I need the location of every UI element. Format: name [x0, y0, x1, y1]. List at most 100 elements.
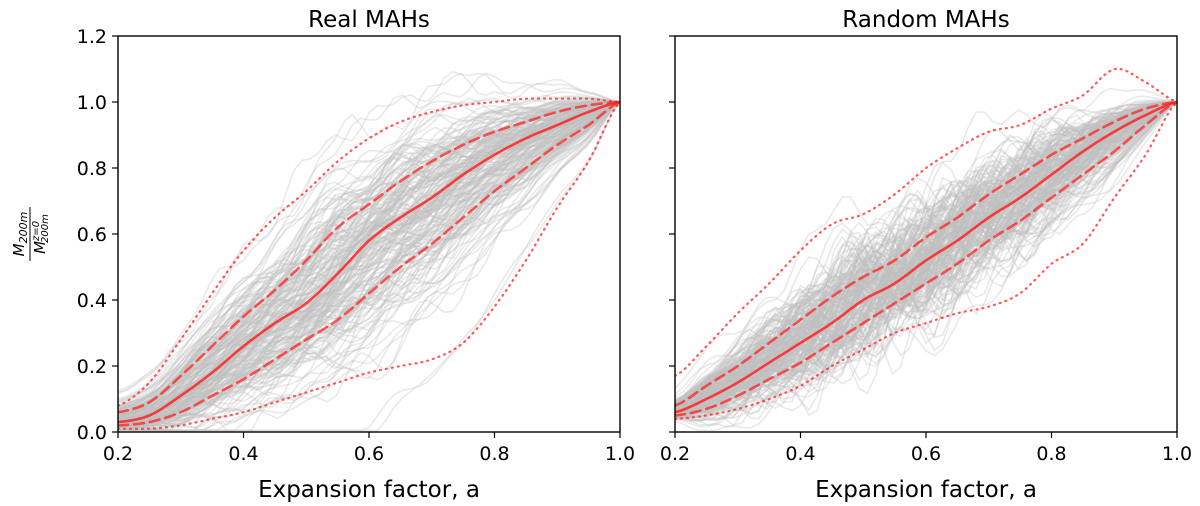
mah-curve — [118, 101, 620, 432]
mah-curve — [118, 101, 620, 428]
x-tick-label: 0.8 — [1036, 443, 1066, 465]
mah-curve — [118, 101, 620, 414]
mah-curve — [675, 101, 1177, 407]
mah-curve — [118, 101, 620, 419]
series-upper-1-sigma — [118, 100, 620, 414]
panel-title: Real MAHs — [308, 7, 430, 33]
red-series — [675, 67, 1177, 420]
mah-curve — [675, 101, 1177, 417]
mah-curve — [118, 101, 620, 426]
mah-curve — [118, 100, 620, 408]
mah-curve — [675, 101, 1177, 410]
mah-curve — [675, 101, 1177, 413]
mah-curve — [118, 101, 620, 425]
mah-curve — [118, 101, 620, 424]
mah-curve — [118, 101, 620, 430]
mah-curve — [118, 101, 620, 423]
mah-curve — [118, 101, 620, 412]
x-tick-label: 0.6 — [354, 443, 384, 465]
mah-curve — [675, 101, 1177, 413]
mah-curve — [118, 101, 620, 424]
mah-curve — [675, 101, 1177, 416]
mah-curve — [118, 101, 620, 424]
mah-curve — [118, 101, 620, 422]
mah-curve — [675, 101, 1177, 411]
mah-curve — [118, 101, 620, 425]
mah-curve — [118, 101, 620, 428]
mah-curve — [675, 101, 1177, 414]
mah-curve — [675, 101, 1177, 410]
mah-curve — [675, 101, 1177, 408]
mah-curve — [118, 101, 620, 432]
y-tick-label: 0.6 — [77, 224, 107, 246]
mah-curve — [118, 101, 620, 422]
mah-curve — [118, 101, 620, 414]
mah-curve — [675, 101, 1177, 405]
mah-curve — [675, 101, 1177, 415]
mah-curve — [675, 101, 1177, 432]
mah-curve — [118, 101, 620, 426]
mah-curve — [118, 99, 620, 407]
y-tick-label: 0.8 — [77, 158, 107, 180]
mah-curve — [675, 101, 1177, 407]
mah-curve — [118, 101, 620, 431]
mah-curve — [118, 101, 620, 418]
mah-curve — [675, 101, 1177, 404]
mah-curve — [118, 101, 620, 432]
mah-curve — [675, 101, 1177, 413]
mah-curve — [118, 101, 620, 415]
mah-curve — [675, 101, 1177, 414]
mah-curve — [118, 101, 620, 416]
mah-curve — [118, 101, 620, 421]
mah-curve — [118, 101, 620, 424]
mah-curve — [675, 101, 1177, 409]
x-axis-label: Expansion factor, a — [258, 477, 480, 503]
ylabel-numerator: M — [10, 243, 28, 256]
mah-curve — [118, 101, 620, 417]
series-lower-2-sigma — [118, 100, 620, 430]
svg-text:M200m: M200m — [10, 212, 30, 257]
mah-curve — [118, 101, 620, 423]
mah-curve — [118, 101, 620, 420]
mah-curve — [675, 101, 1177, 413]
mah-curve — [118, 101, 620, 428]
mah-curve — [118, 101, 620, 425]
mah-curve — [675, 101, 1177, 421]
mah-curve — [675, 101, 1177, 417]
x-tick-label: 0.4 — [228, 443, 258, 465]
mah-curve — [118, 91, 620, 400]
mah-curve — [118, 101, 620, 432]
mah-curve — [675, 101, 1177, 427]
mah-curve — [118, 101, 620, 425]
mah-curve — [118, 101, 620, 426]
panel-title: Random MAHs — [842, 7, 1009, 33]
mah-curve — [675, 101, 1177, 420]
mah-curve — [118, 101, 620, 424]
mah-curve — [675, 101, 1177, 415]
mah-curve — [118, 101, 620, 424]
mah-curve — [675, 101, 1177, 405]
mah-curve — [118, 100, 620, 407]
x-tick-label: 0.6 — [911, 443, 941, 465]
mah-curve — [118, 100, 620, 407]
mah-curve — [118, 101, 620, 424]
mah-curve — [675, 101, 1177, 408]
mah-curve — [118, 101, 620, 423]
mah-curve — [675, 101, 1177, 407]
mah-curve — [675, 101, 1177, 412]
mah-curve — [118, 101, 620, 427]
mah-curve — [118, 101, 620, 418]
mah-curve — [675, 101, 1177, 422]
mah-curve — [118, 101, 620, 416]
panel-random-mahs: Random MAHs 0.2 0.4 0.6 0.8 1.0 Expansion fa… — [660, 7, 1192, 503]
x-ticks: 0.2 0.4 0.6 0.8 1.0 — [103, 432, 635, 465]
mah-curve — [675, 101, 1177, 409]
y-tick-label: 1.0 — [77, 92, 107, 114]
mah-curve — [118, 101, 620, 414]
x-tick-label: 0.8 — [479, 443, 509, 465]
mah-curve — [118, 101, 620, 425]
mah-curve — [675, 101, 1177, 407]
mah-curve — [118, 97, 620, 404]
mah-curve — [118, 101, 620, 420]
series-median — [118, 100, 620, 424]
